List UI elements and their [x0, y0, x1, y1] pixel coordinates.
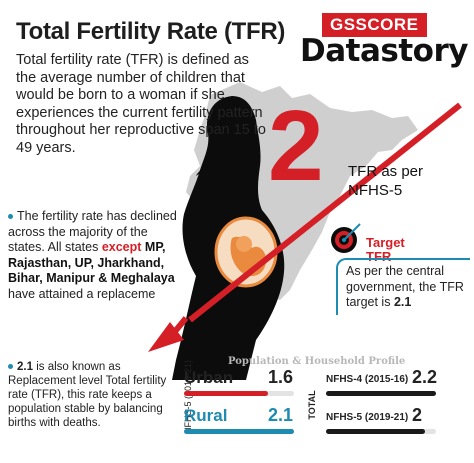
tfr-highlight-value: 2	[268, 90, 324, 202]
page-title: Total Fertility Rate (TFR)	[16, 18, 286, 45]
rural-bar-track	[184, 429, 294, 434]
target-text: As per the central government, the TFR t…	[346, 264, 464, 309]
except-word: except	[101, 240, 142, 254]
decline-bullet: The fertility rate has declined across t…	[8, 209, 183, 302]
nfhs4-bar-track	[326, 391, 436, 396]
target-tfr-title: Target TFR	[366, 235, 405, 264]
decline-arrow	[148, 102, 462, 352]
nfhs5-label: NFHS-5 (2019-21)	[326, 412, 409, 423]
tfr-definition: Total fertility rate (TFR) is defined as…	[16, 52, 266, 156]
logo-gsscore: GSSCORE	[322, 13, 427, 37]
bullet-dot-icon	[8, 214, 13, 220]
rural-value: 2.1	[268, 405, 294, 425]
state-list: MP, Rajasthan, UP, Jharkhand, Bihar, Man…	[8, 240, 175, 285]
target-tfr-box: As per the central government, the TFR t…	[336, 258, 470, 315]
nfhs4-label: NFHS-4 (2015-16)	[326, 374, 409, 385]
replacement-value: 2.1	[17, 361, 33, 373]
target-icon	[331, 223, 361, 253]
profile-title: Population & Household Profile	[228, 356, 406, 367]
rural-label: Rural	[184, 406, 228, 425]
nfhs4-value: 2.2	[412, 367, 438, 387]
urban-bar-track	[184, 391, 294, 396]
urban-label: Urban	[184, 368, 234, 387]
nfhs4-bar-fill	[326, 391, 436, 396]
nfhs5-value: 2	[412, 405, 423, 425]
decline-text: The fertility rate has declined across t…	[8, 209, 177, 254]
bullet-dot-icon	[8, 364, 13, 370]
target-value: 2.1	[393, 295, 412, 309]
nfhs5-bar-fill	[326, 429, 425, 434]
rural-bar-fill	[184, 429, 294, 434]
urban-bar-fill	[184, 391, 268, 396]
total-axis-label: TOTAL	[307, 390, 317, 420]
logo-datastory: Datastory	[300, 33, 468, 69]
nfhs5-bar-track	[326, 429, 436, 434]
urban-value: 1.6	[268, 367, 294, 387]
tfr-highlight-label: TFR as per NFHS-5	[348, 163, 424, 199]
replacement-bullet: 2.1 is also known as Replacement level T…	[8, 360, 178, 430]
replacement-text: is also known as Replacement level Total…	[8, 361, 167, 429]
decline-text-end: have attained a replaceme	[8, 286, 156, 301]
